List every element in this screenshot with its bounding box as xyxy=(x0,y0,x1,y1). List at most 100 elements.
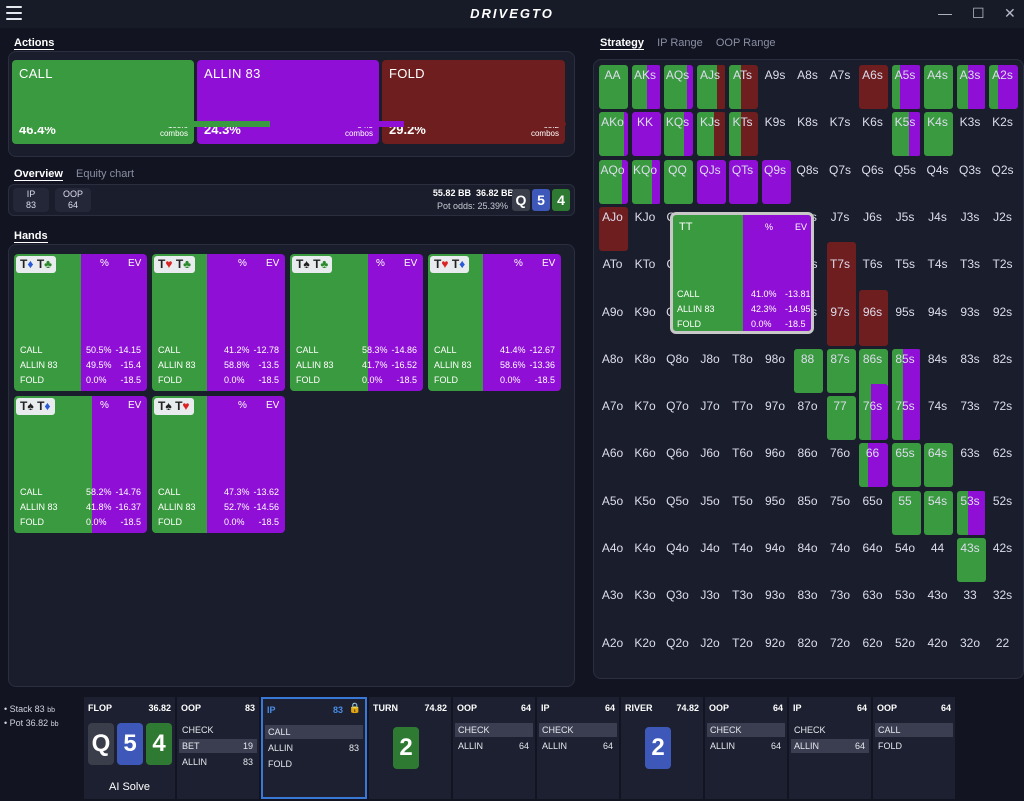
matrix-cell[interactable]: 63s xyxy=(960,446,980,461)
tree-node-oop[interactable]: OOP 64 CHECK ALLIN 64 xyxy=(705,697,788,799)
matrix-cell[interactable]: 54o xyxy=(894,541,916,555)
matrix-cell[interactable]: 63o xyxy=(862,588,883,603)
matrix-cell[interactable]: A8o xyxy=(601,351,624,366)
matrix-cell[interactable]: Q8o xyxy=(666,351,689,366)
matrix-cell[interactable]: 54s xyxy=(922,488,953,535)
hand-card[interactable]: T♥ T♣% EV CALL 41.2% -12.78 ALLIN 83 58.8% -13.… xyxy=(152,254,285,391)
matrix-cell[interactable]: 76s xyxy=(857,384,888,441)
matrix-cell[interactable]: 95s xyxy=(895,304,915,319)
matrix-cell[interactable]: 65s xyxy=(890,440,921,488)
matrix-cell[interactable]: J8o xyxy=(700,351,720,366)
hand-card[interactable]: T♦ T♣% EV CALL 50.5% -14.15 ALLIN 83 49.5% -15.… xyxy=(14,254,147,391)
tree-option[interactable]: ALLIN 64 xyxy=(791,739,869,753)
matrix-cell[interactable]: A3s xyxy=(955,62,986,109)
tree-option[interactable]: ALLIN 64 xyxy=(542,741,613,751)
matrix-cell[interactable]: 96s xyxy=(857,289,888,346)
matrix-cell[interactable]: 43o xyxy=(927,588,948,603)
matrix-cell[interactable]: J3o xyxy=(700,588,720,603)
matrix-cell[interactable]: 88 xyxy=(792,346,823,393)
matrix-cell[interactable]: AJs xyxy=(695,62,726,109)
tree-option[interactable]: BET 19 xyxy=(179,739,257,753)
matrix-cell[interactable]: 43s xyxy=(955,535,986,582)
matrix-cell[interactable]: A9s xyxy=(764,68,786,82)
matrix-cell[interactable]: Q3s xyxy=(958,162,981,177)
matrix-cell[interactable]: K2s xyxy=(992,115,1013,130)
matrix-cell[interactable]: QQ xyxy=(662,157,693,204)
matrix-cell[interactable]: 82s xyxy=(992,351,1013,366)
matrix-cell[interactable]: 44 xyxy=(930,541,945,555)
matrix-cell[interactable]: Q6s xyxy=(861,162,884,177)
matrix-cell[interactable]: J6s xyxy=(863,209,882,224)
matrix-cell[interactable]: Q5o xyxy=(666,493,689,508)
matrix-cell[interactable]: A4o xyxy=(601,541,624,555)
matrix-cell[interactable]: AJo xyxy=(597,204,628,251)
matrix-cell[interactable]: J7s xyxy=(830,209,850,224)
matrix-cell[interactable]: 76o xyxy=(829,446,851,461)
matrix-cell[interactable]: K4o xyxy=(634,541,656,555)
matrix-cell[interactable]: T7o xyxy=(732,399,753,414)
matrix-cell[interactable]: J2o xyxy=(700,635,720,650)
matrix-cell[interactable]: J4o xyxy=(700,541,720,555)
matrix-cell[interactable]: KTo xyxy=(634,257,656,272)
matrix-cell[interactable]: 32s xyxy=(992,588,1013,603)
matrix-cell[interactable]: A4s xyxy=(922,62,953,109)
matrix-cell[interactable]: A2s xyxy=(987,62,1018,109)
matrix-cell[interactable]: A9o xyxy=(601,304,624,319)
tree-node-turn[interactable]: TURN 74.82 2 xyxy=(369,697,452,799)
matrix-cell[interactable]: 74o xyxy=(829,541,851,555)
tree-option[interactable]: CALL xyxy=(875,723,953,737)
hand-card[interactable]: T♠ T♦% EV CALL 58.2% -14.76 ALLIN 83 41.8% -16.… xyxy=(14,396,147,533)
matrix-cell[interactable]: 94s xyxy=(927,304,948,319)
matrix-cell[interactable]: 93o xyxy=(764,588,786,603)
matrix-cell[interactable]: K5o xyxy=(634,493,656,508)
tab-overview[interactable]: Overview xyxy=(14,168,63,181)
tree-option[interactable]: CHECK xyxy=(707,723,785,737)
matrix-cell[interactable]: QJs xyxy=(695,157,726,204)
tree-option[interactable]: ALLIN 64 xyxy=(710,741,781,751)
matrix-cell[interactable]: 75s xyxy=(890,384,921,441)
matrix-cell[interactable]: 83s xyxy=(960,351,980,366)
matrix-cell[interactable]: AKs xyxy=(630,62,661,109)
matrix-cell[interactable]: T4s xyxy=(927,257,948,272)
matrix-cell[interactable]: QTs xyxy=(727,157,758,204)
matrix-cell[interactable]: T2o xyxy=(732,635,753,650)
matrix-cell[interactable]: K9s xyxy=(764,115,786,130)
matrix-cell[interactable]: K6o xyxy=(634,446,656,461)
matrix-cell[interactable]: 52o xyxy=(894,635,916,650)
matrix-cell[interactable]: ATo xyxy=(602,257,623,272)
matrix-cell[interactable]: Q2o xyxy=(666,635,689,650)
matrix-cell[interactable]: 98o xyxy=(764,351,786,366)
matrix-cell[interactable]: A7s xyxy=(829,68,851,82)
matrix-cell[interactable]: T7s xyxy=(825,242,856,299)
matrix-cell[interactable]: A5o xyxy=(601,493,624,508)
matrix-cell[interactable]: A5s xyxy=(890,62,921,109)
matrix-cell[interactable]: 86o xyxy=(797,446,818,461)
hand-card[interactable]: T♠ T♥% EV CALL 47.3% -13.62 ALLIN 83 52.7% -14.… xyxy=(152,396,285,533)
tree-node-ip[interactable]: IP 64 CHECK ALLIN 64 xyxy=(537,697,620,799)
matrix-cell[interactable]: T5o xyxy=(732,493,753,508)
matrix-cell[interactable]: KQs xyxy=(662,109,693,157)
matrix-cell[interactable]: 74s xyxy=(927,399,948,414)
lock-icon[interactable]: 🔒 xyxy=(348,703,361,714)
matrix-cell[interactable]: Q5s xyxy=(893,162,916,177)
matrix-cell[interactable]: K9o xyxy=(634,304,656,319)
matrix-cell[interactable]: Q9s xyxy=(760,157,791,204)
tree-option[interactable]: CHECK xyxy=(182,725,214,735)
matrix-cell[interactable]: T6o xyxy=(732,446,753,461)
matrix-cell[interactable]: 87s xyxy=(825,346,856,393)
matrix-cell[interactable]: A6s xyxy=(857,62,888,109)
matrix-cell[interactable]: 92o xyxy=(764,635,786,650)
maximize-icon[interactable]: ☐ xyxy=(972,5,985,21)
matrix-cell[interactable]: K3s xyxy=(959,115,981,130)
flop-node[interactable]: FLOP 36.82 Q 5 4 AI Solve xyxy=(84,697,176,799)
close-icon[interactable]: ✕ xyxy=(1004,5,1016,21)
matrix-cell[interactable]: K7o xyxy=(634,399,656,414)
matrix-cell[interactable]: K4s xyxy=(922,109,953,157)
matrix-cell[interactable]: AQo xyxy=(597,157,628,204)
tree-node-oop[interactable]: OOP 64 CHECK ALLIN 64 xyxy=(453,697,536,799)
matrix-cell[interactable]: J5s xyxy=(895,209,915,224)
matrix-cell[interactable]: KJo xyxy=(634,209,656,224)
matrix-cell[interactable]: 66 xyxy=(857,440,888,488)
